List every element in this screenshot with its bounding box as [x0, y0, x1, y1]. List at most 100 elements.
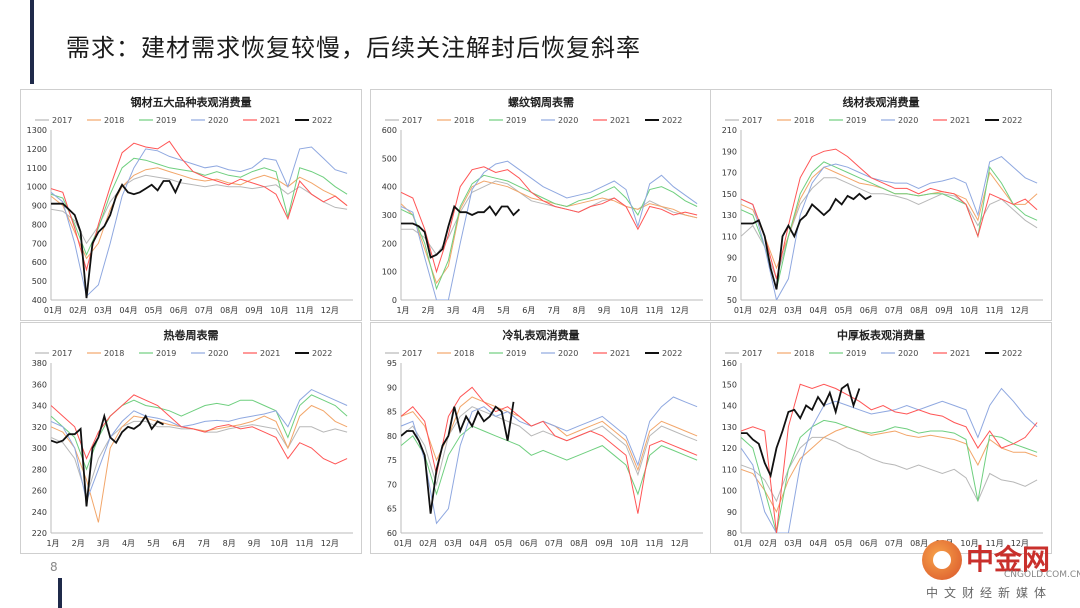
- x-tick-label: 05月: [835, 539, 853, 548]
- legend-label-2022: 2022: [662, 116, 682, 125]
- legend-label-2017: 2017: [52, 349, 72, 358]
- legend-label-2019: 2019: [156, 116, 176, 125]
- legend-label-2019: 2019: [156, 349, 176, 358]
- x-tick-label: 03月: [94, 306, 112, 315]
- series-line-2017: [741, 177, 1038, 281]
- series-line-2017: [51, 174, 348, 245]
- chart-title: 钢材五大品种表观消费量: [131, 95, 252, 109]
- x-tick-label: 11月: [296, 306, 314, 315]
- y-tick-label: 900: [32, 202, 47, 211]
- x-tick-label: 5月: [497, 306, 510, 315]
- series-line-2021: [401, 166, 698, 274]
- x-tick-label: 06月: [520, 539, 538, 548]
- x-tick-label: 12月: [671, 539, 689, 548]
- x-tick-label: 06月: [860, 306, 878, 315]
- y-tick-label: 60: [387, 529, 397, 538]
- legend-label-2017: 2017: [52, 116, 72, 125]
- y-tick-label: 220: [32, 529, 47, 538]
- x-tick-label: 02月: [69, 306, 87, 315]
- series-line-2018: [741, 426, 1038, 513]
- x-tick-label: 2月: [72, 539, 85, 548]
- page-number: 8: [50, 560, 58, 574]
- chart-panel-rebar: 螺纹钢周表需 2017 2018 2019 2020 2021 2022 0 100 200 300…: [370, 89, 712, 321]
- x-tick-label: 12月: [321, 306, 339, 315]
- y-tick-label: 80: [727, 529, 737, 538]
- x-tick-label: 10月: [270, 306, 288, 315]
- y-tick-label: 400: [32, 296, 47, 305]
- legend-label-2017: 2017: [402, 116, 422, 125]
- series-line-2022: [401, 401, 515, 514]
- y-tick-label: 320: [32, 423, 47, 432]
- x-tick-label: 07月: [195, 306, 213, 315]
- slide-title: 需求：建材需求恢复较慢，后续关注解封后恢复斜率: [66, 34, 641, 62]
- x-tick-label: 06月: [860, 539, 878, 548]
- chart-title: 螺纹钢周表需: [508, 95, 574, 109]
- x-tick-label: 10月: [270, 539, 288, 548]
- chart-svg: 热卷周表需 2017 2018 2019 2020 2021 2022 220 240 260 28…: [32, 328, 353, 548]
- chart-svg: 冷轧表观消费量 2017 2018 2019 2020 2021 2022 60 65 70 75 8…: [385, 328, 703, 548]
- series-line-2019: [51, 394, 348, 471]
- chart-title: 热卷周表需: [164, 328, 219, 342]
- chart-svg: 线材表观消费量 2017 2018 2019 2020 2021 2022 50 70 90 110…: [722, 95, 1043, 315]
- y-tick-label: 150: [722, 380, 737, 389]
- y-tick-label: 1100: [27, 164, 47, 173]
- x-tick-label: 3月: [97, 539, 110, 548]
- x-tick-label: 11月: [296, 539, 314, 548]
- chart-svg: 钢材五大品种表观消费量 2017 2018 2019 2020 2021 2022 400 50…: [27, 95, 353, 315]
- x-tick-label: 01月: [734, 539, 752, 548]
- x-tick-label: 02月: [759, 306, 777, 315]
- y-tick-label: 170: [722, 169, 737, 178]
- legend-label-2017: 2017: [742, 349, 762, 358]
- y-tick-label: 380: [32, 359, 47, 368]
- x-tick-label: 10月: [620, 539, 638, 548]
- series-line-2019: [741, 419, 1038, 533]
- series-line-2021: [741, 148, 1038, 279]
- x-tick-label: 07月: [885, 306, 903, 315]
- y-tick-label: 70: [387, 480, 397, 489]
- x-tick-label: 6月: [522, 306, 535, 315]
- x-tick-label: 1月: [46, 539, 59, 548]
- y-tick-label: 280: [32, 465, 47, 474]
- y-tick-label: 95: [387, 359, 397, 368]
- series-line-2017: [401, 406, 698, 487]
- y-tick-label: 100: [382, 268, 397, 277]
- logo-mark-icon: [922, 540, 962, 580]
- x-tick-label: 01月: [44, 306, 62, 315]
- legend-label-2021: 2021: [260, 349, 280, 358]
- y-tick-label: 50: [727, 296, 737, 305]
- x-tick-label: 10月: [620, 306, 638, 315]
- y-tick-label: 90: [727, 508, 737, 517]
- legend-label-2021: 2021: [260, 116, 280, 125]
- y-tick-label: 85: [387, 408, 397, 417]
- cngold-logo: 中金网 CNGOLD.COM.CN 中文财经新媒体: [908, 538, 1080, 608]
- chart-svg: 中厚板表观消费量 2017 2018 2019 2020 2021 2022 80 90 100 1…: [722, 328, 1043, 548]
- y-tick-label: 240: [32, 508, 47, 517]
- x-tick-label: 7月: [547, 306, 560, 315]
- series-line-2021: [51, 140, 348, 272]
- y-tick-label: 360: [32, 380, 47, 389]
- series-line-2022: [401, 204, 521, 259]
- y-tick-label: 100: [722, 487, 737, 496]
- x-tick-label: 9月: [598, 306, 611, 315]
- legend-label-2020: 2020: [208, 349, 228, 358]
- series-line-2021: [401, 386, 698, 514]
- y-tick-label: 120: [722, 444, 737, 453]
- logo-url: CNGOLD.COM.CN: [1004, 570, 1080, 580]
- x-tick-label: 02月: [419, 539, 437, 548]
- legend-label-2017: 2017: [742, 116, 762, 125]
- y-tick-label: 200: [382, 239, 397, 248]
- y-tick-label: 75: [387, 456, 397, 465]
- y-tick-label: 260: [32, 487, 47, 496]
- y-tick-label: 130: [722, 423, 737, 432]
- series-line-2019: [401, 174, 698, 291]
- x-tick-label: 03月: [444, 539, 462, 548]
- x-tick-label: 3月: [447, 306, 460, 315]
- y-tick-label: 400: [382, 183, 397, 192]
- y-tick-label: 800: [32, 220, 47, 229]
- legend-label-2018: 2018: [104, 116, 124, 125]
- chart-title: 冷轧表观消费量: [503, 328, 580, 342]
- series-line-2021: [741, 383, 1038, 533]
- y-tick-label: 70: [727, 275, 737, 284]
- x-tick-label: 09月: [935, 306, 953, 315]
- legend-label-2022: 2022: [662, 349, 682, 358]
